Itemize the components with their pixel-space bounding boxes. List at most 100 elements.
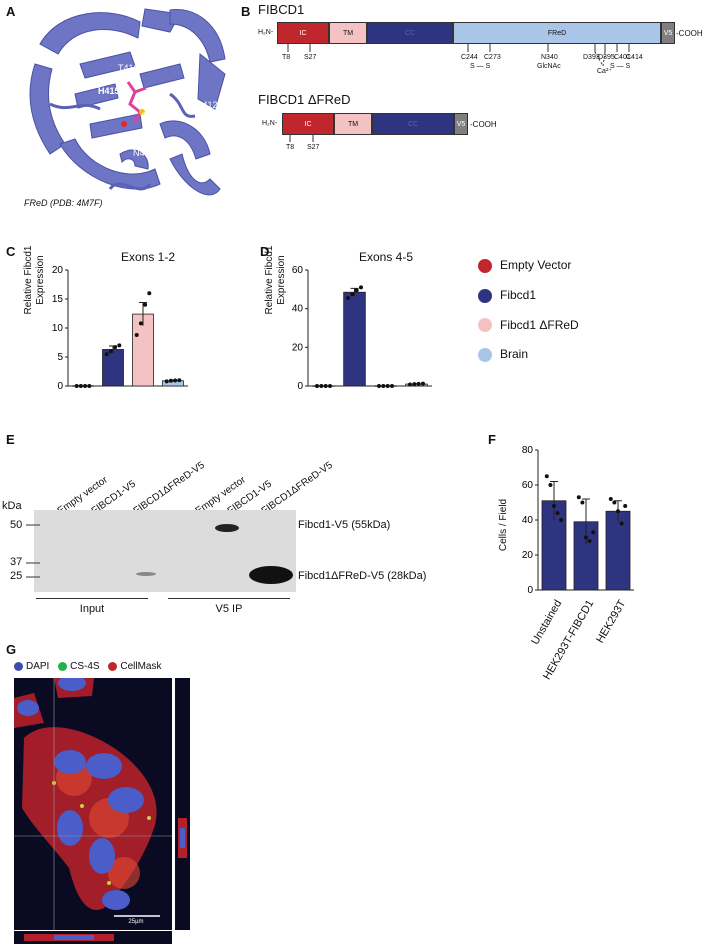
panel-d-letter: D xyxy=(260,244,270,259)
legend: Empty Vector Fibcd1 Fibcd1 ΔFReD Brain xyxy=(478,258,579,377)
pdb-caption: FReD (PDB: 4M7F) xyxy=(24,198,103,208)
residue-label: K381 xyxy=(148,44,170,54)
domain-v5: V5 xyxy=(454,113,468,135)
y-tick-label: 0 xyxy=(527,585,533,596)
data-point xyxy=(407,382,412,387)
data-point xyxy=(134,332,139,337)
data-point xyxy=(168,378,173,383)
y-axis-label: Cells / Field xyxy=(498,498,509,552)
data-point xyxy=(173,378,178,383)
bar xyxy=(605,510,631,591)
data-point xyxy=(580,500,585,505)
site-label: GlcNAc xyxy=(537,63,561,70)
data-point xyxy=(87,384,92,388)
data-point xyxy=(584,535,588,540)
data-point xyxy=(390,384,395,388)
chart-f: 0 20 40 60 80 xyxy=(522,445,634,596)
bar xyxy=(374,385,397,387)
data-point xyxy=(354,288,359,293)
data-point xyxy=(544,474,549,479)
residue-label: N413 xyxy=(133,148,155,158)
data-point xyxy=(74,384,79,388)
data-point xyxy=(608,497,613,501)
legend-item: Fibcd1 xyxy=(478,288,579,303)
data-point xyxy=(113,345,118,350)
bar xyxy=(72,385,94,387)
legend-item: Fibcd1 ΔFReD xyxy=(478,318,579,333)
data-point xyxy=(104,352,109,357)
site-label: S27 xyxy=(304,54,317,61)
scale-bar-label: 25µm xyxy=(128,919,144,925)
c-terminus-label: -COOH xyxy=(676,29,703,38)
channel-legend: DAPI CS-4S CellMask xyxy=(14,661,161,672)
group-bracket xyxy=(36,598,148,599)
domain-v5: V5 xyxy=(661,22,675,44)
site-label: Ca²⁺ xyxy=(597,68,612,75)
data-point xyxy=(147,291,152,296)
bar xyxy=(541,500,567,591)
data-point xyxy=(412,382,417,387)
data-point xyxy=(385,384,390,388)
site-label: C273 xyxy=(484,54,501,61)
data-point xyxy=(591,530,596,535)
y-tick-label: 40 xyxy=(292,304,304,315)
residue-label: T416 xyxy=(118,63,139,73)
site-label: S27 xyxy=(307,144,320,151)
bar xyxy=(312,385,335,387)
data-point xyxy=(612,500,617,505)
marker-label: 25 xyxy=(10,570,23,582)
site-label: D393 xyxy=(583,54,600,61)
group-label: V5 IP xyxy=(215,603,243,615)
group-bracket xyxy=(168,598,290,599)
y-tick-label: 40 xyxy=(522,515,534,526)
data-point xyxy=(548,483,553,487)
data-point xyxy=(323,384,328,388)
site-markers xyxy=(289,135,314,142)
bar xyxy=(343,291,366,387)
disulfide-bond: S — S xyxy=(470,63,491,70)
chart-c: 0 5 10 15 20 xyxy=(52,265,188,392)
data-point xyxy=(345,296,350,301)
chart-title: Exons 1-2 xyxy=(120,250,176,264)
construct-title: FIBCD1 xyxy=(258,2,305,17)
y-tick-label: 20 xyxy=(292,342,304,353)
legend-item: Brain xyxy=(478,347,579,363)
data-point xyxy=(552,504,556,508)
protein-structure-image xyxy=(20,4,230,209)
band-label: Fibcd1-V5 (55kDa) xyxy=(298,519,391,531)
marker-label: 37 xyxy=(10,556,23,568)
kda-label: kDa xyxy=(2,500,22,512)
marker-label: 50 xyxy=(10,519,23,531)
data-point xyxy=(177,378,182,383)
y-tick-label: 5 xyxy=(57,352,63,363)
group-label: Input xyxy=(79,603,105,615)
y-tick-label: 0 xyxy=(57,381,63,392)
site-label: T8 xyxy=(286,144,295,151)
data-point xyxy=(619,521,624,526)
data-point xyxy=(359,285,364,290)
confocal-image xyxy=(14,675,172,930)
y-tick-label: 0 xyxy=(297,381,303,392)
data-point xyxy=(319,384,324,388)
data-point xyxy=(117,343,122,348)
panel-g-letter: G xyxy=(6,642,17,657)
y-tick-label: 20 xyxy=(52,265,64,276)
y-axis-label: Relative Fibcd1 Expression xyxy=(264,245,287,315)
data-point xyxy=(421,381,426,386)
domain-tm: TM xyxy=(334,113,372,135)
y-tick-label: 60 xyxy=(522,480,534,491)
panel-b-letter: B xyxy=(241,4,251,19)
n-terminus-label: H₂N- xyxy=(258,29,274,36)
site-label: C414 xyxy=(626,54,643,61)
site-label: T8 xyxy=(282,54,291,61)
residue-label: H415 xyxy=(98,86,120,96)
disulfide-bond: S — S xyxy=(610,63,631,70)
domain-cc: CC xyxy=(367,22,453,44)
ligand-label: CS-6S xyxy=(141,111,168,121)
data-point xyxy=(616,509,620,514)
data-point xyxy=(108,349,113,354)
data-point xyxy=(555,511,560,515)
panel-f-letter: F xyxy=(488,432,496,447)
x-tick-label: Unstained xyxy=(529,598,565,647)
data-point xyxy=(314,384,319,388)
